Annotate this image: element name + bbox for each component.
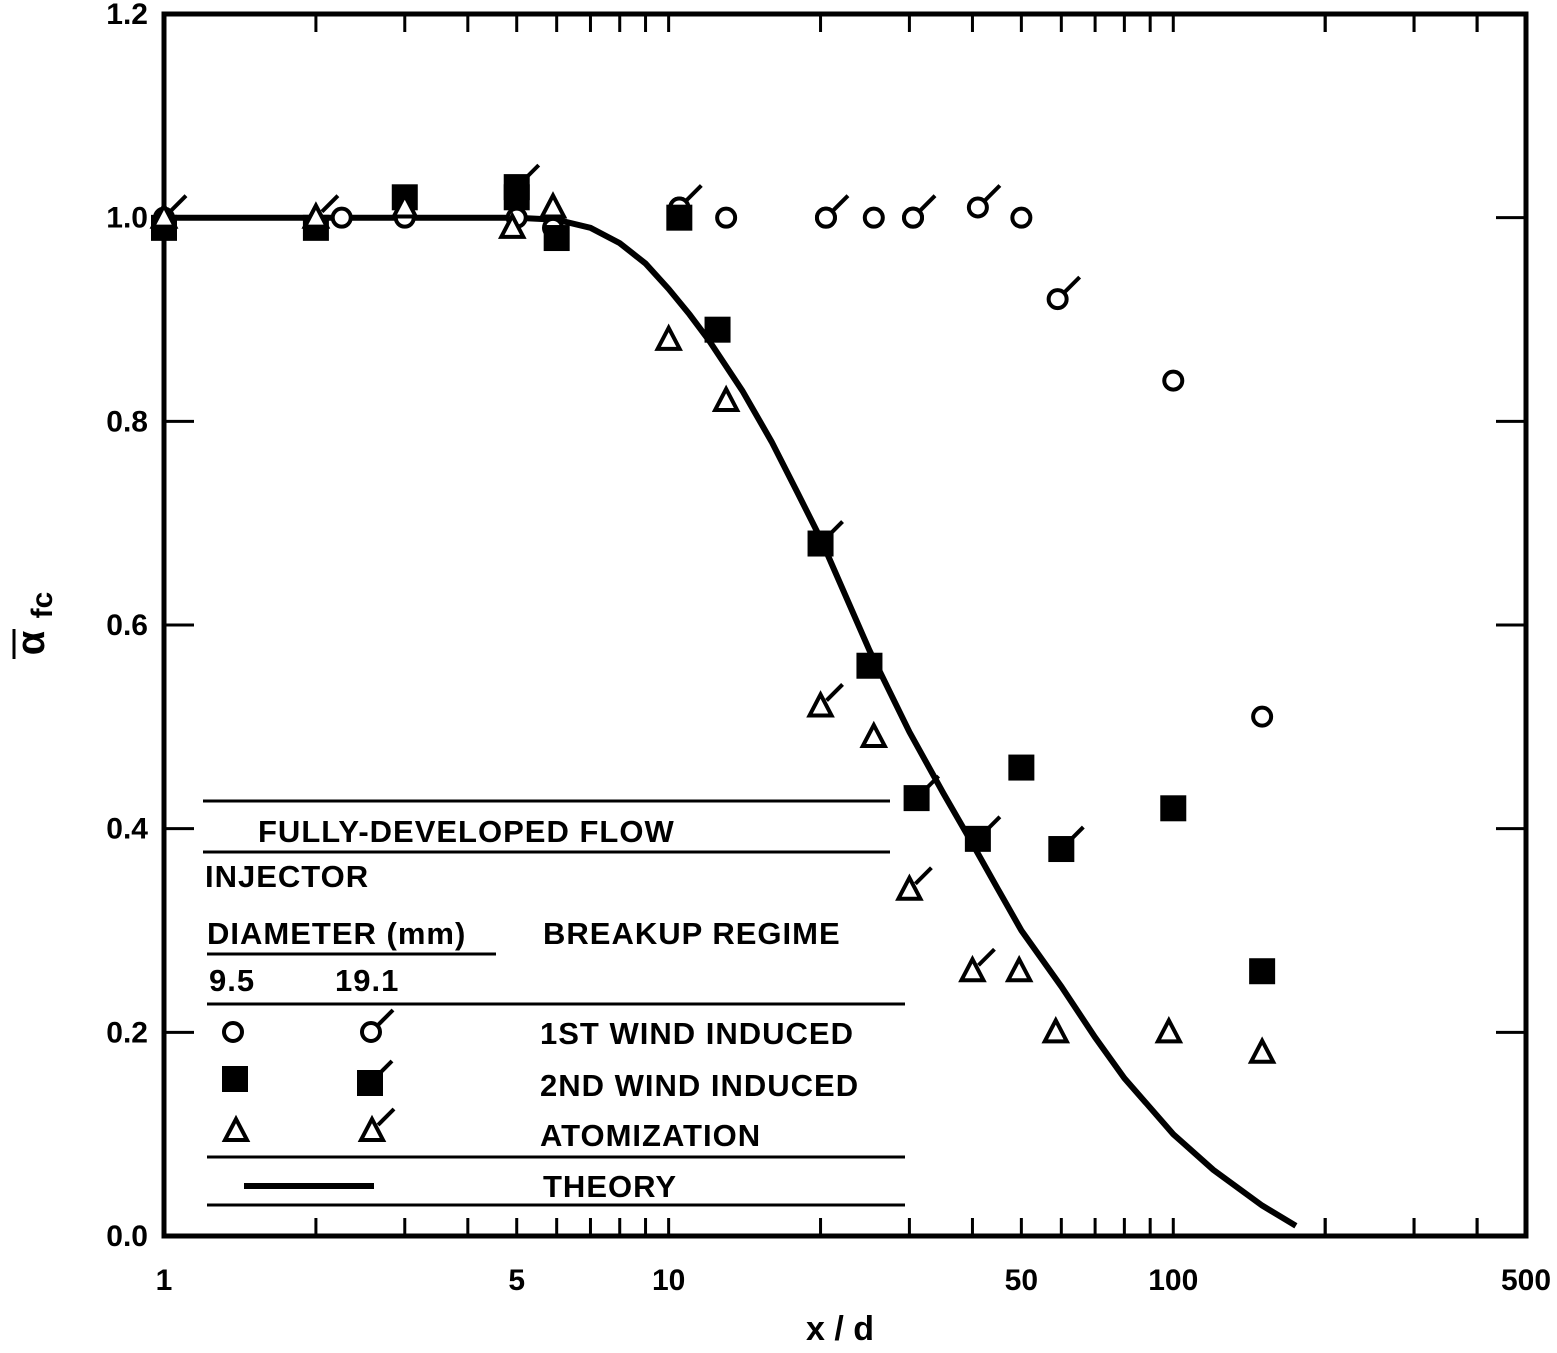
triangle-marker <box>654 323 683 351</box>
legend-symbols <box>221 1008 396 1142</box>
triangle-flag-marker <box>958 947 996 983</box>
legend-circle-flag-icon <box>360 1008 395 1043</box>
triangle-marker <box>859 720 889 749</box>
legend-row-1st-wind: 1ST WIND INDUCED <box>540 1016 854 1051</box>
triangle-marker <box>497 211 527 239</box>
square-marker <box>1249 958 1276 985</box>
y-tick-label: 0.6 <box>106 609 148 642</box>
y-axis-title-symbol: α <box>9 630 53 655</box>
square-flag-marker <box>903 774 941 812</box>
x-tick-label: 1 <box>156 1264 173 1297</box>
y-tick-label: 0.0 <box>106 1220 148 1253</box>
triangle-marker <box>1154 1016 1184 1044</box>
y-axis-title-subscript: fc <box>26 592 59 619</box>
y-tick-label: 0.4 <box>106 813 148 846</box>
triangle-marker <box>538 191 568 219</box>
legend-diameter-large: 19.1 <box>335 963 399 998</box>
x-tick-label: 500 <box>1501 1264 1551 1297</box>
legend-diameter-small: 9.5 <box>209 963 255 998</box>
circle-marker <box>330 206 353 229</box>
y-tick-label: 1.0 <box>106 202 148 235</box>
legend-circle-icon <box>222 1021 244 1043</box>
y-axis-title: α fc <box>9 592 59 659</box>
circle-flag-marker <box>902 194 937 229</box>
legend-triangle-flag-icon <box>357 1107 396 1142</box>
square-marker <box>543 225 570 252</box>
legend-row-theory: THEORY <box>543 1169 677 1204</box>
x-tick-label: 50 <box>1005 1264 1038 1297</box>
triangle-marker <box>1041 1016 1071 1044</box>
x-axis-title: x / d <box>806 1310 874 1348</box>
circle-marker <box>1162 369 1185 392</box>
x-tick-label: 10 <box>652 1264 685 1297</box>
legend-triangle-icon <box>221 1114 251 1142</box>
data-markers <box>149 163 1277 1064</box>
square-flag-marker <box>807 520 844 557</box>
legend-square-icon <box>222 1066 248 1092</box>
circle-marker <box>715 206 738 229</box>
triangle-flag-marker <box>895 866 933 901</box>
circle-marker <box>862 206 885 229</box>
legend-diameter-label: DIAMETER (mm) <box>207 916 466 951</box>
theory-curve <box>164 214 1298 1229</box>
x-tick-label: 5 <box>508 1264 525 1297</box>
legend-header: FULLY-DEVELOPED FLOW <box>258 814 675 849</box>
square-marker <box>1160 795 1187 822</box>
triangle-marker <box>711 384 741 412</box>
square-flag-marker <box>964 815 1002 852</box>
x-tick-label: 100 <box>1148 1264 1198 1297</box>
circle-flag-marker <box>966 184 1002 219</box>
circle-marker <box>1010 206 1033 229</box>
triangle-flag-marker <box>806 683 844 718</box>
square-marker <box>666 204 693 231</box>
square-marker <box>704 316 731 343</box>
y-tick-label: 0.2 <box>106 1016 148 1049</box>
square-marker <box>1008 754 1035 781</box>
circle-flag-marker <box>814 194 850 229</box>
square-flag-marker <box>1048 825 1085 863</box>
axis-tick-labels: 1 5 10 50 100 500 0.0 0.2 0.4 0.6 0.8 1.0 1.2 <box>106 0 1551 1297</box>
y-tick-label: 0.8 <box>106 405 148 438</box>
triangle-marker <box>390 191 420 219</box>
legend-injector-label: INJECTOR <box>205 859 369 894</box>
legend-row-2nd-wind: 2ND WIND INDUCED <box>540 1068 859 1103</box>
triangle-marker <box>1004 954 1034 983</box>
triangle-flag-marker <box>301 194 340 229</box>
legend-square-flag-icon <box>357 1059 394 1096</box>
axis-ticks <box>162 12 1528 1238</box>
legend: FULLY-DEVELOPED FLOW INJECTOR DIAMETER (… <box>203 799 905 1207</box>
square-marker <box>856 652 883 679</box>
y-tick-label: 1.2 <box>106 0 148 31</box>
legend-regime-label: BREAKUP REGIME <box>543 916 841 951</box>
triangle-flag-marker <box>149 194 188 229</box>
square-flag-marker <box>503 163 541 201</box>
triangle-marker <box>1247 1036 1277 1064</box>
circle-marker <box>1251 705 1274 728</box>
circle-flag-marker <box>1046 275 1082 311</box>
legend-row-atomization: ATOMIZATION <box>540 1118 761 1153</box>
